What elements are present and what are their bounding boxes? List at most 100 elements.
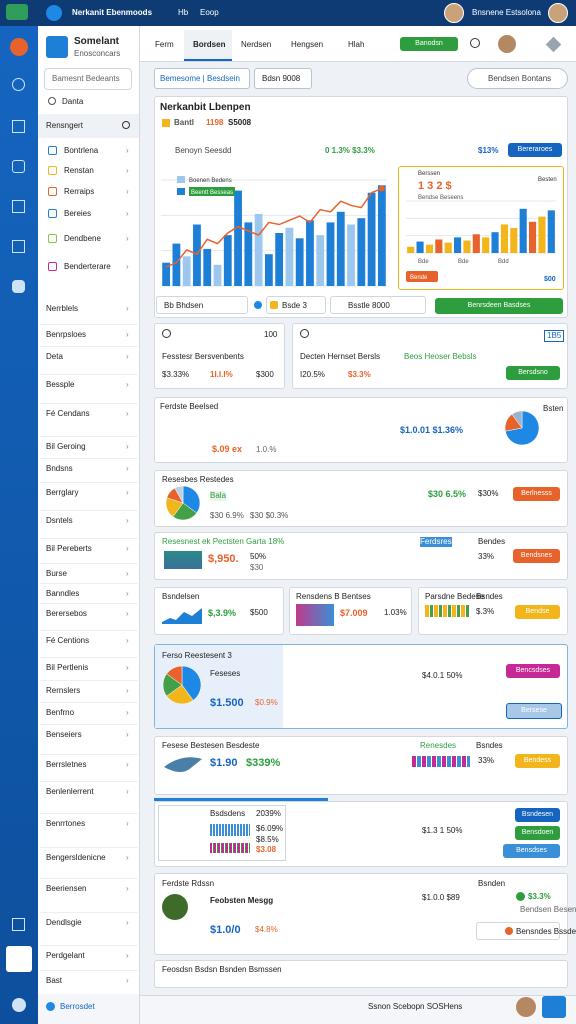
feature-item[interactable]: Rerraips [64,187,95,196]
footer-label[interactable]: Berrosdet [60,1002,95,1011]
nav-item[interactable]: Bil Pereberts [46,544,92,553]
bar [306,220,314,286]
feature-item[interactable]: Benderterare [64,262,111,271]
nav-item[interactable]: Rernslers [46,686,81,695]
rail-icon[interactable] [12,918,25,931]
tab[interactable]: Bordsen [193,40,226,49]
tab[interactable]: Hengsen [291,40,324,49]
card-button[interactable]: Bencsdses [506,664,560,678]
control-input[interactable] [330,296,426,314]
tab[interactable]: Nerdsen [241,40,272,49]
card-button[interactable]: Bersese [506,703,562,719]
overview-button[interactable]: Bereraroes [508,143,562,157]
nav-item[interactable]: Deta [46,352,63,361]
card-button[interactable]: Bendsnes [513,549,560,563]
nav-item[interactable]: Bengersldenicne [46,853,106,862]
card-button[interactable]: Berlnesss [513,487,560,501]
nav-item[interactable]: Bndsns [46,464,73,473]
feature-item[interactable]: Renstan [64,166,94,175]
feature-icon [48,209,57,218]
bottom-avatar[interactable] [516,997,536,1017]
nav-item[interactable]: Bast [46,976,63,985]
card-button[interactable]: Bendess [515,754,560,768]
rail-icon[interactable] [12,240,25,253]
rail-icon[interactable] [12,160,25,173]
chevron: › [126,146,129,155]
divider [40,970,138,971]
chevron: › [126,976,129,985]
nav-item[interactable]: Dsntels [46,516,73,525]
nav-item[interactable]: Bil Pertlenis [46,663,89,672]
nav-item[interactable]: Perdgelant [46,951,85,960]
search-icon[interactable] [470,38,480,48]
nav-item[interactable]: Benlenlerrent [46,787,94,796]
divider [40,657,138,658]
nav-item[interactable]: Benrpsloes [46,330,87,339]
rail-icon[interactable] [12,200,25,213]
nav-item[interactable]: Banndles [46,589,80,598]
feature-item[interactable]: Bereies [64,209,92,218]
control-input[interactable] [266,296,326,314]
profile-avatar[interactable] [548,3,568,23]
mini-button[interactable]: Bendse [515,605,560,619]
nav-item[interactable]: Bessple [46,380,75,389]
nav-item[interactable]: Berrsletnes [46,760,87,769]
card-value: $30 6.5% [428,489,467,499]
tab-button[interactable]: Banodsn [400,37,458,51]
top-link[interactable]: Hb [178,8,189,17]
nav-item[interactable]: Fé Cendans [46,409,90,418]
summary-code: 1B5 [544,330,565,342]
nav-item[interactable]: Benseiers [46,730,82,739]
search-placeholder: Bendsen Bontans [488,74,552,83]
rail-icon[interactable] [12,998,26,1012]
app-icon[interactable] [46,5,62,21]
icon-rail [0,26,38,1024]
bottom-button[interactable] [542,996,566,1018]
feature-item[interactable]: Bontrlena [64,146,99,155]
nav-item[interactable]: Fé Centions [46,636,90,645]
nav-item[interactable]: Berersebos [46,609,87,618]
chevron: › [126,686,129,695]
feature-item[interactable]: Dendbene [64,234,101,243]
control-button[interactable]: Benrsdeen Basdses [435,298,563,314]
card-sub: $30 [250,563,264,572]
sidebar-search[interactable] [44,68,132,90]
bar [347,224,355,286]
nav-item[interactable]: Benfrno [46,708,75,717]
card-button[interactable]: Bensdses [503,844,560,858]
chip[interactable] [254,68,312,89]
nav-item[interactable]: Dendlsgie [46,918,82,927]
nav-item[interactable]: Burse [46,569,67,578]
rail-icon[interactable] [12,120,25,133]
app-logo[interactable] [6,4,28,20]
side-button[interactable] [406,271,438,282]
rail-icon[interactable] [12,280,25,293]
card-button[interactable] [476,922,560,940]
top-link[interactable]: Eoop [200,8,219,17]
search-box[interactable] [467,68,568,89]
card-button[interactable]: Bensdoen [515,826,560,840]
rail-active[interactable] [6,946,32,972]
tab[interactable]: Ferm [155,40,174,49]
rail-icon[interactable] [12,78,25,91]
rail-avatar[interactable] [10,38,28,56]
nav-item[interactable]: Berrglary [46,488,79,497]
radio[interactable] [48,97,56,105]
card-value: 33% [478,552,495,561]
chevron: › [126,589,129,598]
avatar[interactable] [498,35,516,53]
card-button[interactable]: Bsndesen [515,808,560,822]
nav-item[interactable]: Benrrtones [46,819,86,828]
control-input[interactable] [156,296,248,314]
user-avatar[interactable] [444,3,464,23]
nav-item[interactable]: Nerrblels [46,304,79,313]
tab[interactable]: Hlah [348,40,365,49]
nav-item[interactable]: Bil Geroing [46,442,86,451]
bar [285,227,294,286]
select[interactable] [154,68,250,89]
divider [40,603,138,604]
nav-item[interactable]: Beeriensen [46,884,87,893]
section-search[interactable] [122,121,130,129]
summary-button[interactable]: Bersdsno [506,366,560,380]
stat-card [154,736,568,795]
